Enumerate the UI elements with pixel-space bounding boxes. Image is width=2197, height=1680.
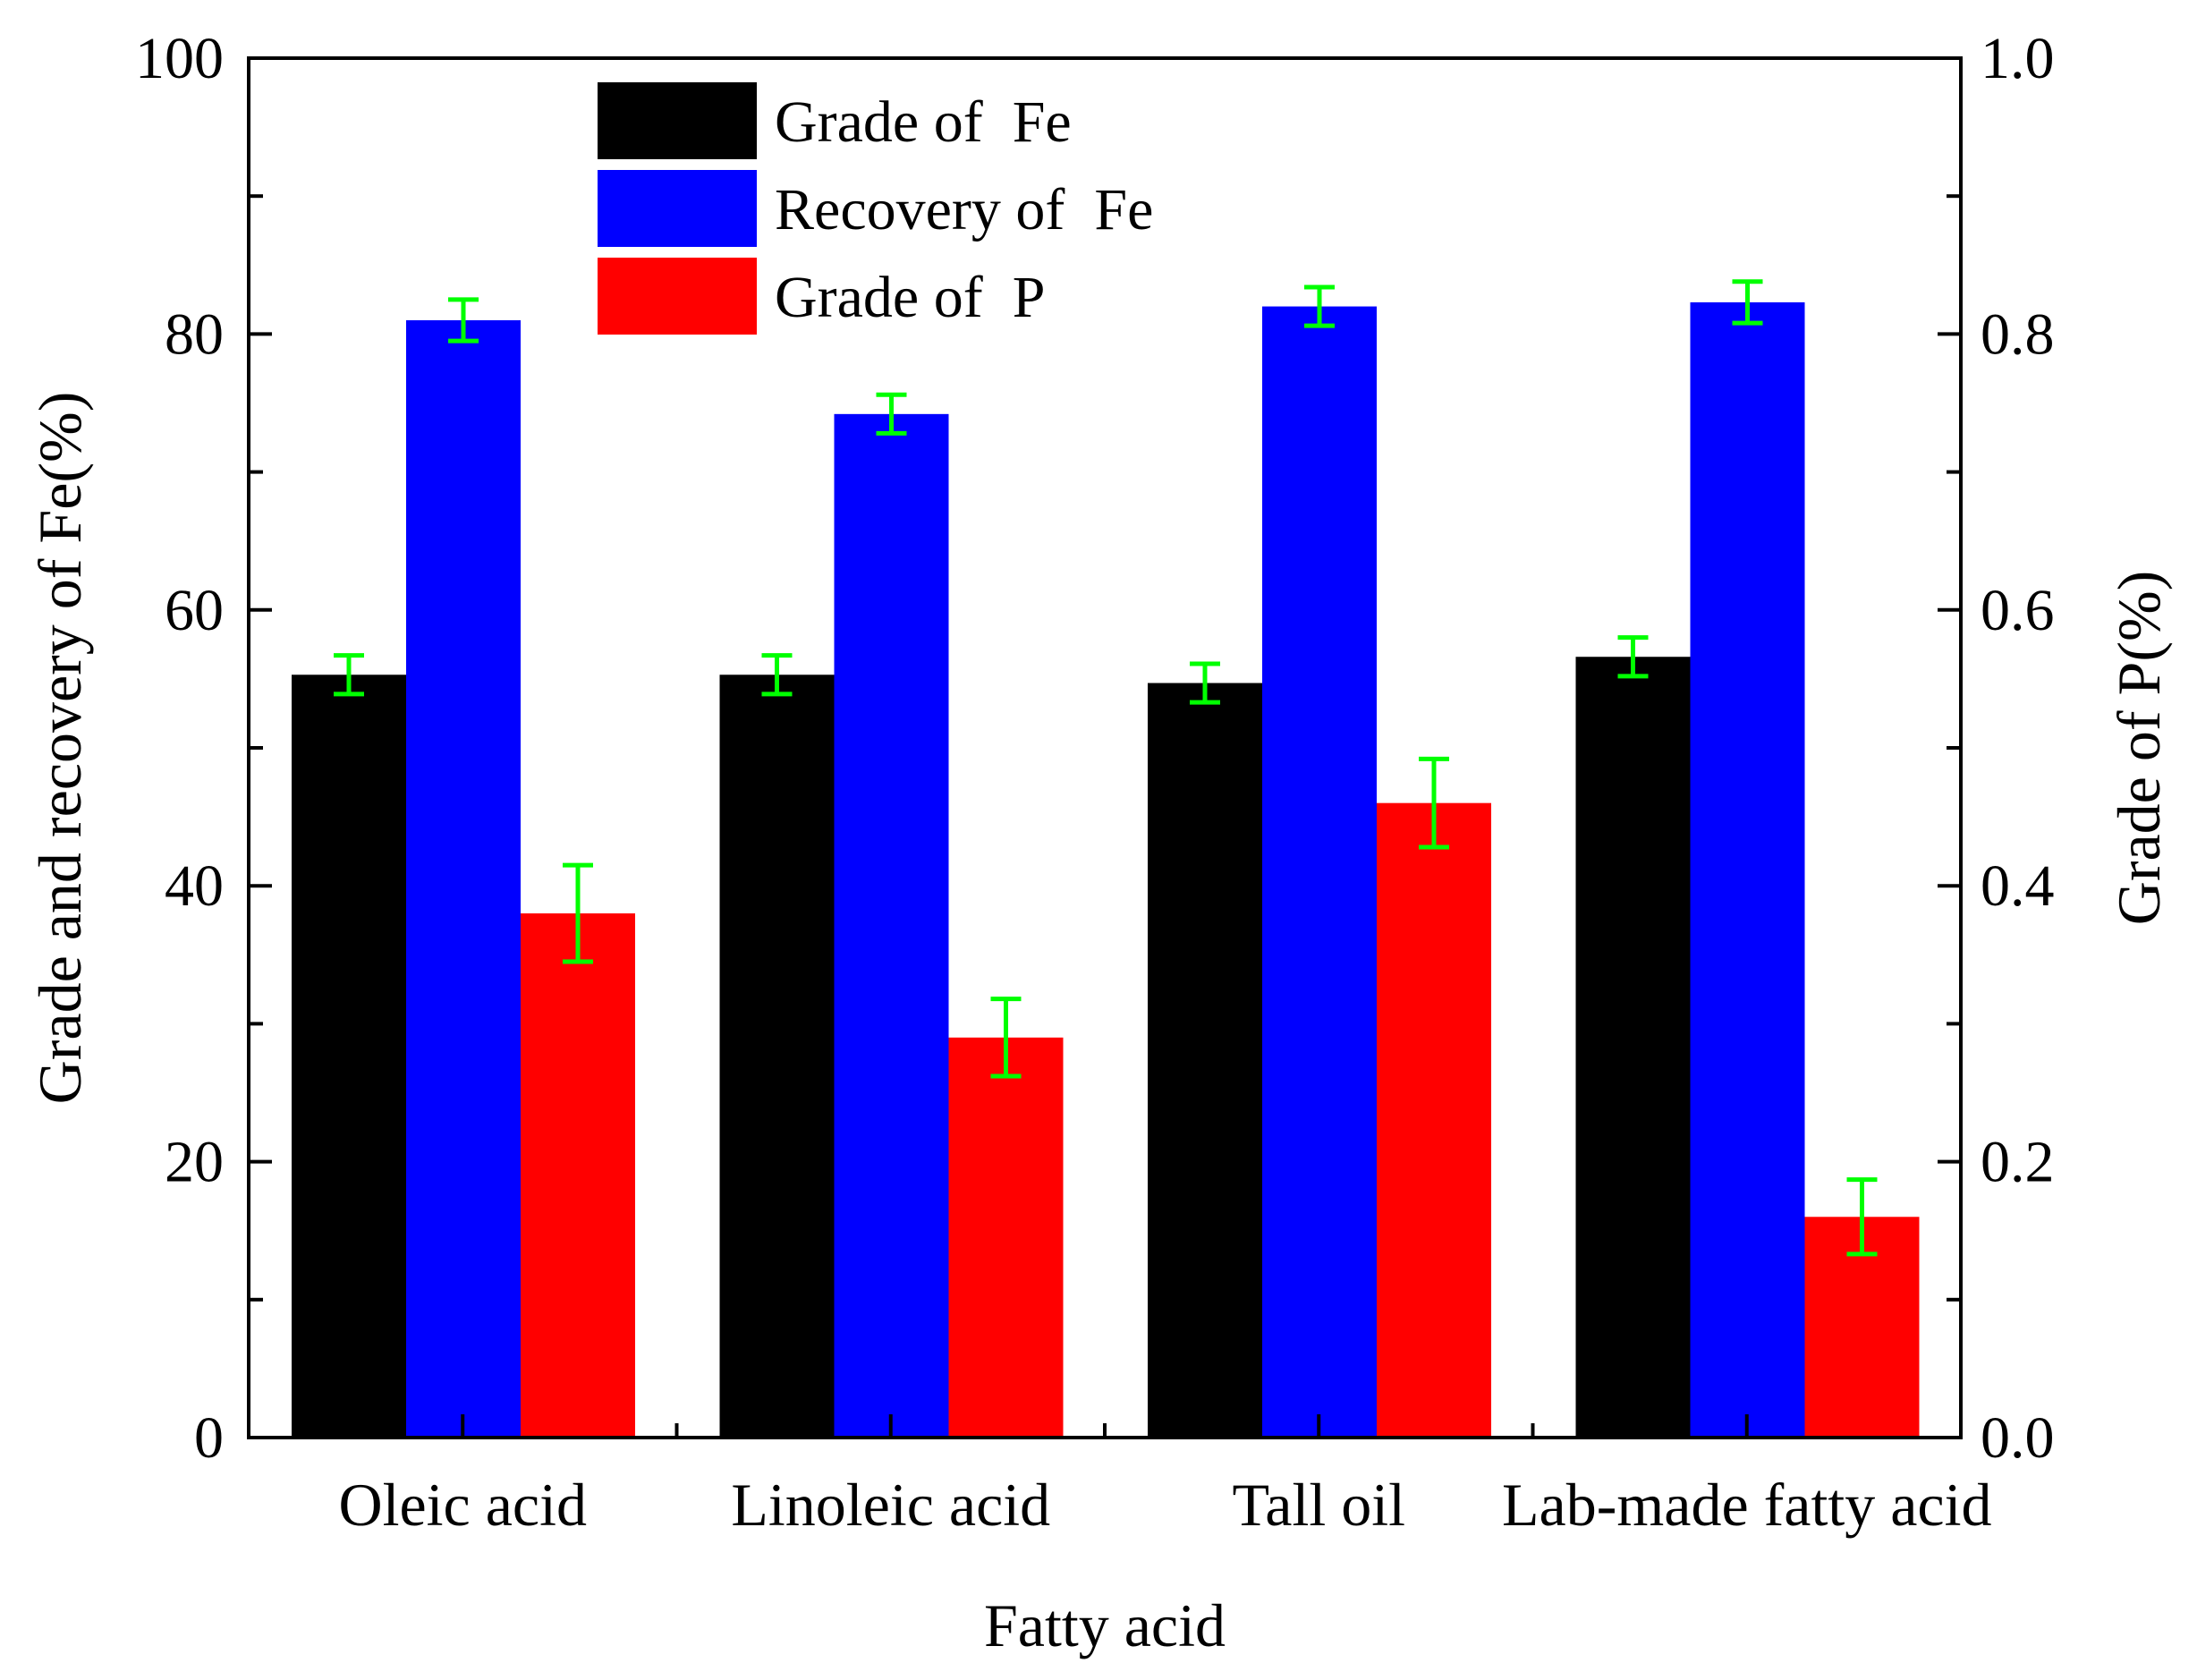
y-left-tick-label: 20 — [165, 1130, 224, 1195]
bar-2-2 — [1377, 802, 1491, 1438]
error-bar-1-2 — [1304, 284, 1335, 328]
bar-1-0 — [406, 319, 521, 1438]
legend-swatch-0 — [598, 82, 757, 159]
x-tick-label: Lab-made fatty acid — [1502, 1471, 1992, 1539]
legend-label-2: Grade of P — [775, 265, 1045, 330]
y-right-tick-label: 0.2 — [1981, 1130, 2055, 1195]
axis-ticks-layer — [249, 56, 1961, 1439]
error-bar-2-1 — [990, 997, 1022, 1079]
x-axis-label: Fatty acid — [984, 1591, 1226, 1659]
y-axis-right-label: Grade of P(%) — [2105, 571, 2173, 926]
y-right-tick-label: 0.0 — [1981, 1405, 2055, 1471]
error-bar-2-3 — [1846, 1177, 1878, 1257]
y-left-tick-label: 60 — [165, 578, 224, 643]
bars-layer — [292, 301, 1920, 1438]
y-left-tick-label: 40 — [165, 853, 224, 919]
error-bar-0-1 — [761, 653, 793, 697]
x-tick-label: Oleic acid — [338, 1471, 587, 1539]
legend-label-1: Recovery of Fe — [775, 177, 1153, 242]
error-bar-2-0 — [563, 862, 593, 964]
error-bar-1-1 — [876, 392, 907, 436]
x-tick-label: Linoleic acid — [731, 1471, 1050, 1539]
error-bar-1-3 — [1732, 279, 1763, 326]
tick-labels-layer: 0 20 40 60 80 100 0.0 0.2 0.4 0.6 0.8 1.0 Oleic acid… — [135, 26, 2055, 1539]
legend-label-0: Grade of Fe — [775, 89, 1072, 155]
y-left-tick-label: 80 — [165, 301, 224, 367]
error-bar-2-2 — [1419, 756, 1449, 850]
bar-1-1 — [834, 413, 949, 1438]
error-bar-0-3 — [1617, 635, 1649, 679]
legend: Grade of Fe Recovery of Fe Grade of P — [598, 82, 1153, 335]
bar-1-2 — [1262, 306, 1377, 1438]
legend-swatch-1 — [598, 170, 757, 247]
y-axis-left-label: Grade and recovery of Fe(%) — [26, 392, 94, 1105]
bar-2-0 — [521, 913, 635, 1438]
y-right-tick-label: 0.8 — [1981, 301, 2055, 367]
bar-2-1 — [948, 1037, 1064, 1438]
y-left-tick-label: 0 — [194, 1405, 224, 1471]
error-bar-1-0 — [448, 297, 479, 344]
bar-0-0 — [292, 675, 406, 1438]
legend-swatch-2 — [598, 258, 757, 335]
x-tick-label: Tall oil — [1232, 1471, 1405, 1539]
y-right-tick-label: 1.0 — [1981, 26, 2055, 91]
y-right-tick-label: 0.4 — [1981, 853, 2055, 919]
bar-1-3 — [1690, 301, 1805, 1438]
error-bar-0-2 — [1190, 661, 1220, 705]
bar-0-2 — [1148, 683, 1262, 1438]
y-left-tick-label: 100 — [135, 26, 224, 91]
error-bars-layer — [334, 279, 1878, 1257]
y-right-tick-label: 0.6 — [1981, 578, 2055, 643]
bar-0-1 — [719, 675, 835, 1438]
error-bar-0-0 — [334, 653, 364, 697]
bar-0-3 — [1575, 657, 1691, 1438]
